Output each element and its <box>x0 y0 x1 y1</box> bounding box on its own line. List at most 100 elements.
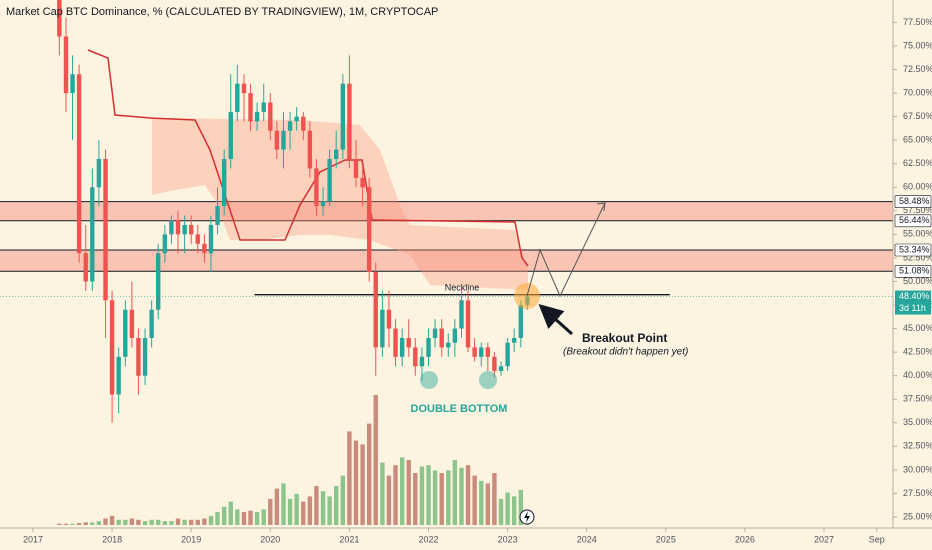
candle-body <box>340 83 346 150</box>
candle-body <box>235 83 240 112</box>
annotation: (Breakout didn't happen yet) <box>563 347 688 358</box>
volume-bar <box>340 475 346 525</box>
baseline-line <box>87 49 529 267</box>
x-tick-label: 2027 <box>814 534 834 544</box>
candles <box>57 0 530 423</box>
candle-body <box>413 347 418 367</box>
volume-bar <box>103 518 108 525</box>
y-tick-label: 37.50% <box>903 394 932 404</box>
volume-bar <box>136 519 141 525</box>
candle-body <box>268 102 273 131</box>
candle-body <box>366 187 372 273</box>
level-label: 51.08% <box>899 266 930 276</box>
cloud <box>152 118 528 290</box>
y-tick-label: 45.00% <box>903 323 932 333</box>
volume-bar <box>320 491 326 525</box>
volume-bar <box>301 501 306 525</box>
candle-body <box>228 111 233 160</box>
volume-bar <box>156 519 161 525</box>
volume-bar <box>505 492 510 525</box>
candle-body <box>103 159 108 301</box>
y-tick-label: 30.00% <box>903 464 932 474</box>
candle-body <box>294 116 299 122</box>
y-tick-label: 65.00% <box>903 135 932 145</box>
volume-bar <box>373 395 378 525</box>
x-tick-label: 2021 <box>339 534 359 544</box>
candle-body <box>406 337 411 348</box>
candle-body <box>129 309 135 338</box>
volume-bar <box>195 519 200 525</box>
candle-body <box>254 111 260 122</box>
volume-bar <box>479 480 484 525</box>
candle-body <box>96 159 102 188</box>
x-tick-label: 2017 <box>23 534 43 544</box>
volume-bar <box>380 462 385 525</box>
annotation: Breakout Point <box>582 331 667 345</box>
neckline-label: Neckline <box>445 282 480 292</box>
y-tick-label: 52.50% <box>903 252 932 262</box>
indicator <box>87 49 529 290</box>
volume-bar <box>518 489 524 525</box>
volume-bar <box>360 444 365 525</box>
volume-bar <box>353 440 359 525</box>
candle-body <box>373 272 378 348</box>
candle-body <box>90 187 95 282</box>
candle-body <box>142 337 148 376</box>
candle-body <box>63 36 69 94</box>
y-tick-label: 60.00% <box>903 182 932 192</box>
x-tick-label: Sep <box>869 534 885 544</box>
volume-bar <box>406 460 411 525</box>
volume-bar <box>446 470 451 525</box>
volume-bar <box>333 486 339 525</box>
level-label-box <box>894 214 932 228</box>
candle-body <box>419 356 425 367</box>
candle-body <box>83 253 88 282</box>
candle-body <box>248 93 253 122</box>
volume-bar <box>386 475 392 525</box>
y-tick-label: 67.50% <box>903 111 932 121</box>
candle-body <box>188 224 194 235</box>
candle-body <box>472 347 477 357</box>
volume-bar <box>116 519 121 525</box>
y-tick-label: 35.00% <box>903 417 932 427</box>
candle-body <box>518 305 524 338</box>
volume-bar <box>142 521 148 525</box>
annotation: DOUBLE BOTTOM <box>411 403 508 415</box>
candle-body <box>386 309 392 329</box>
volume-bar <box>254 512 260 525</box>
volume-bar <box>215 512 220 525</box>
volume-bar <box>426 465 431 525</box>
candle-body <box>327 159 332 202</box>
candle-body <box>57 0 62 37</box>
candle-body <box>76 74 82 254</box>
bottom-marker <box>420 371 438 389</box>
candle-body <box>169 220 174 235</box>
volume-bar <box>439 473 444 525</box>
last-price-label: 48.40% <box>899 291 930 301</box>
y-tick-label: 40.00% <box>903 370 932 380</box>
candle-body <box>136 337 141 376</box>
volume-bar <box>294 493 299 525</box>
candle-body <box>498 366 504 371</box>
volume-bar <box>485 483 491 525</box>
candle-body <box>123 309 128 357</box>
volume-bar <box>169 521 174 525</box>
volume-pane <box>57 395 530 525</box>
volume-bar <box>268 499 273 525</box>
candle-body <box>215 206 220 225</box>
volume-bar <box>96 521 102 525</box>
volume-bar <box>182 519 187 525</box>
volume-bar <box>228 501 233 525</box>
candle-body <box>459 300 464 329</box>
candle-body <box>446 342 451 348</box>
x-tick-label: 2024 <box>577 534 597 544</box>
volume-bar <box>188 519 194 525</box>
x-tick-label: 2018 <box>102 534 122 544</box>
x-tick-label: 2019 <box>181 534 201 544</box>
candle-body <box>116 356 121 395</box>
candle-body <box>182 224 187 235</box>
candle-body <box>281 130 286 150</box>
volume-bar <box>366 423 372 525</box>
pointer-arrow <box>538 303 574 336</box>
